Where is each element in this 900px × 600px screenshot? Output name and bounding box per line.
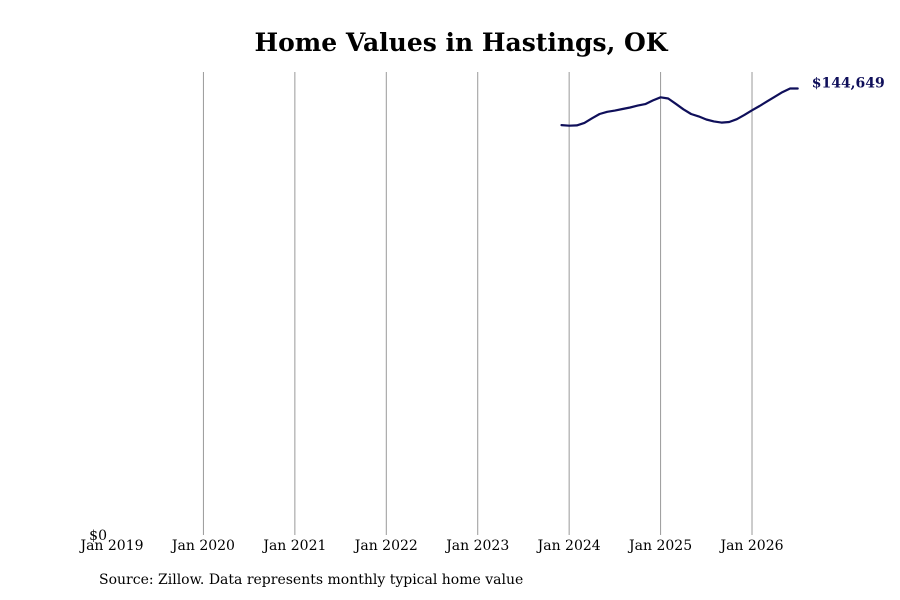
source-note: Source: Zillow. Data represents monthly … [99,572,524,588]
x-tick-label: Jan 2024 [536,538,601,554]
x-tick-label: Jan 2023 [444,538,509,554]
y-axis-tick-labels: $0 [89,528,107,544]
x-tick-label: Jan 2020 [170,538,235,554]
x-tick-label: Jan 2019 [78,538,143,554]
x-tick-label: Jan 2025 [627,538,692,554]
x-tick-label: Jan 2026 [718,538,783,554]
x-tick-label: Jan 2021 [261,538,326,554]
series-line [560,87,799,127]
x-tick-label: Jan 2022 [353,538,418,554]
x-axis-tick-labels: Jan 2019 Jan 2020 Jan 2021 Jan 2022 Jan 2023… [78,538,783,554]
end-value-label: $144,649 [812,76,885,92]
y-tick-label: $0 [89,528,107,544]
series-layer [560,87,799,127]
grid-lines [202,72,753,535]
chart-title: Home Values in Hastings, OK [255,28,669,57]
